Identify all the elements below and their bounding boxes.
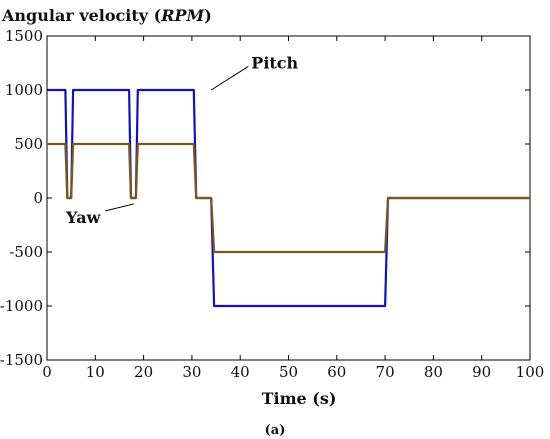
y-tick-label: 0 bbox=[33, 189, 43, 207]
x-axis-ticks: 0 10 20 30 40 50 60 70 80 90 100 bbox=[42, 36, 544, 381]
figure-caption: (a) bbox=[265, 423, 286, 438]
x-tick-label: 10 bbox=[86, 363, 105, 381]
y-tick-label: -1000 bbox=[0, 297, 43, 315]
x-tick-label: 50 bbox=[279, 363, 298, 381]
x-tick-label: 20 bbox=[134, 363, 153, 381]
chart-title-close: ) bbox=[204, 6, 212, 25]
y-axis-ticks: 1500 1000 500 0 -500 -1000 -1500 bbox=[0, 27, 530, 369]
annotation-label-yaw: Yaw bbox=[65, 208, 102, 227]
chart-title: Angular velocity (RPM) bbox=[1, 6, 212, 25]
series-line-yaw bbox=[47, 142, 530, 254]
annotation-leader bbox=[105, 203, 135, 212]
y-tick-label: 1500 bbox=[5, 27, 43, 45]
x-tick-label: 0 bbox=[42, 363, 52, 381]
y-tick-label: -500 bbox=[9, 243, 43, 261]
chart-title-unit: RPM bbox=[160, 6, 205, 25]
annotation-label-pitch: Pitch bbox=[251, 53, 298, 72]
annotation-leader bbox=[210, 65, 249, 91]
x-tick-label: 40 bbox=[231, 363, 250, 381]
annotations: Pitch Yaw bbox=[65, 53, 298, 226]
y-tick-label: 1000 bbox=[5, 81, 43, 99]
y-tick-label: 500 bbox=[14, 135, 43, 153]
series-lines bbox=[47, 88, 530, 308]
chart-title-main: Angular velocity ( bbox=[1, 6, 161, 25]
x-tick-label: 70 bbox=[376, 363, 395, 381]
x-tick-label: 90 bbox=[472, 363, 491, 381]
y-tick-label: -1500 bbox=[0, 351, 43, 369]
x-tick-label: 100 bbox=[516, 363, 545, 381]
x-tick-label: 60 bbox=[327, 363, 346, 381]
x-tick-label: 30 bbox=[182, 363, 201, 381]
x-tick-label: 80 bbox=[424, 363, 443, 381]
x-axis-title: Time (s) bbox=[262, 389, 337, 408]
